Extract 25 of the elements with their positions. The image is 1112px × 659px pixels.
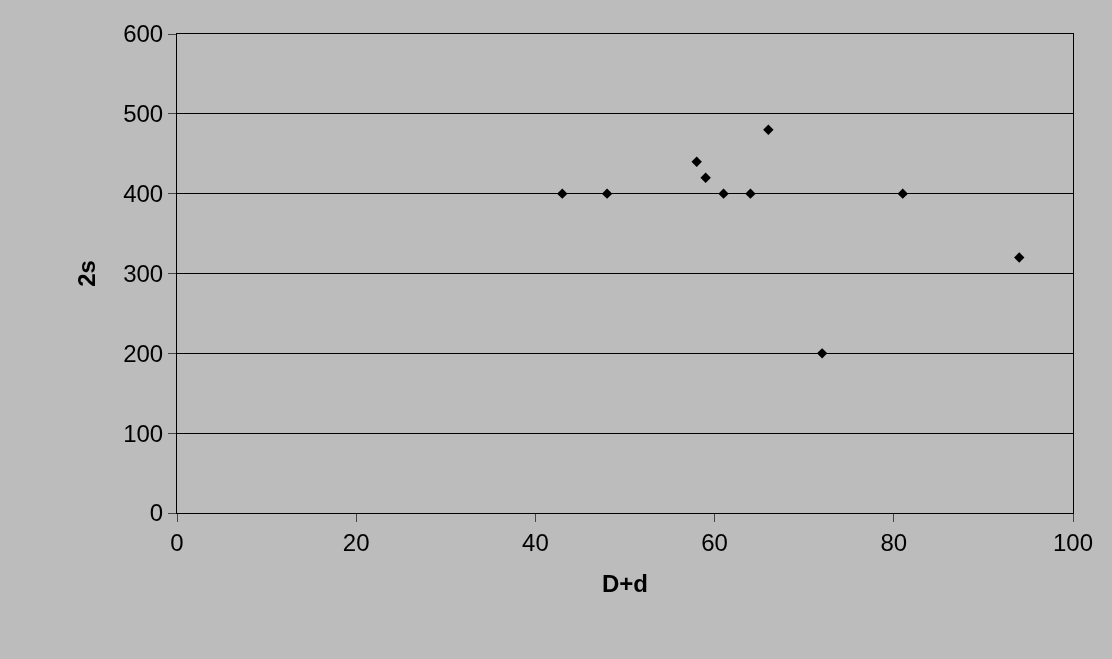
point <box>763 124 774 135</box>
y-tick-label: 500 <box>123 100 164 128</box>
x-tick-label: 40 <box>522 528 549 556</box>
x-tick-label: 100 <box>1052 528 1094 556</box>
point <box>601 188 613 199</box>
y-tick-label: 600 <box>123 20 164 48</box>
y-tick-label: 100 <box>123 419 164 447</box>
x-axis-title: D+d <box>601 570 649 598</box>
x-tick-label: 0 <box>170 528 184 556</box>
point <box>718 188 729 199</box>
point <box>816 348 828 359</box>
x-tick-label: 20 <box>342 528 370 556</box>
point <box>897 188 908 199</box>
x-tick-label: 80 <box>880 528 908 556</box>
y-tick-label: 400 <box>123 180 164 208</box>
y-tick-label: 0 <box>149 499 164 527</box>
point <box>700 172 711 183</box>
point <box>691 156 702 167</box>
y-tick-label: 200 <box>123 339 164 367</box>
x-tick-label: 60 <box>701 528 728 556</box>
y-axis-title: 2s <box>73 260 101 287</box>
point <box>557 188 568 199</box>
point <box>1014 252 1025 263</box>
point <box>745 188 756 199</box>
y-tick-label: 300 <box>123 259 164 287</box>
